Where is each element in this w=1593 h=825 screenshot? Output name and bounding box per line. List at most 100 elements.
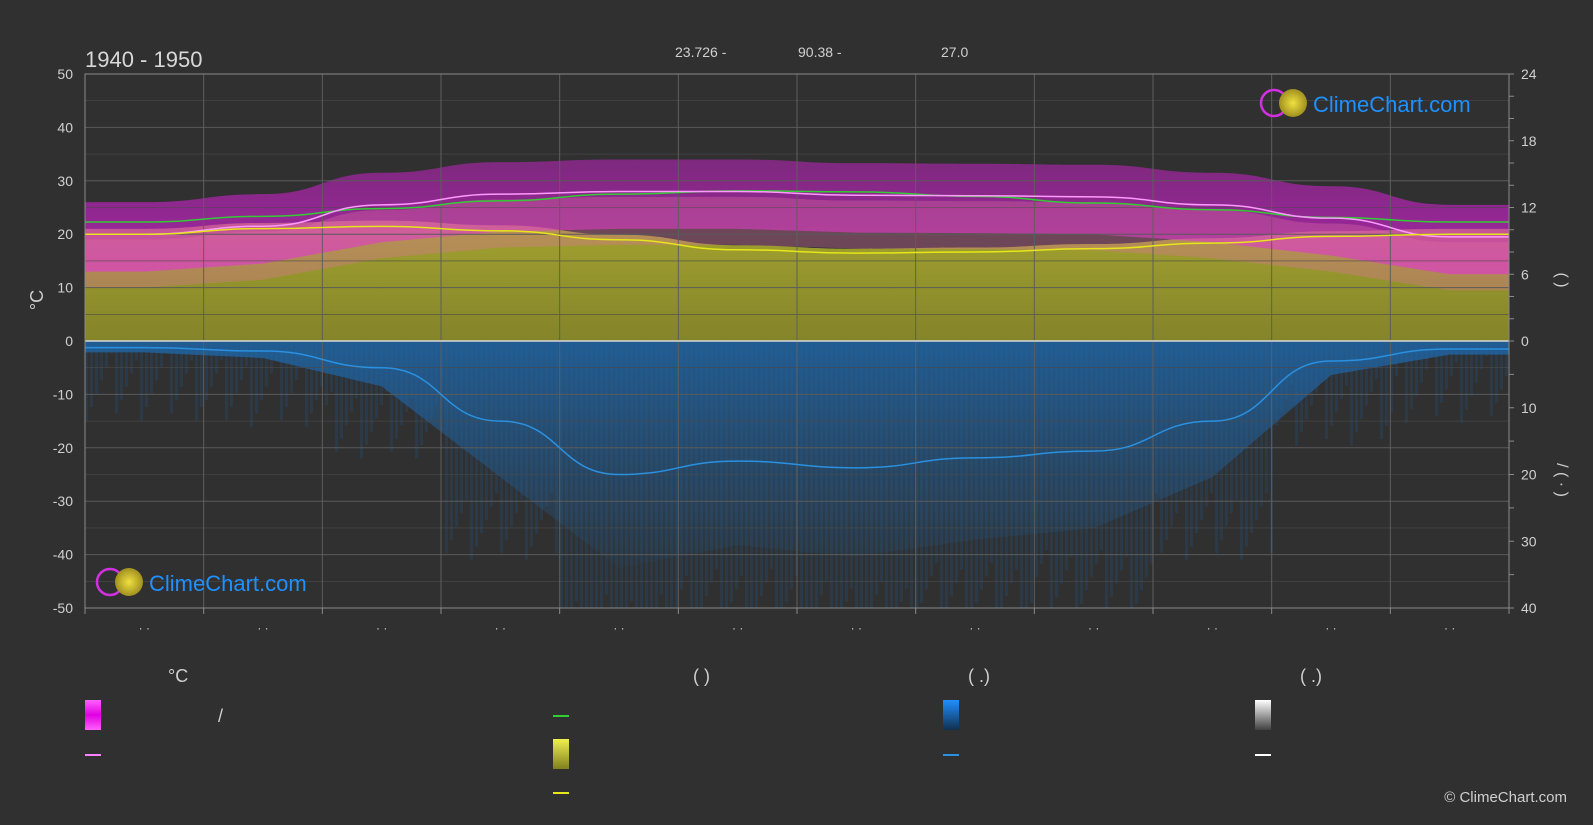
precip-stripe [1230, 341, 1233, 514]
precip-stripe [420, 341, 423, 446]
precip-stripe [1035, 341, 1038, 577]
precip-stripe [1125, 341, 1128, 557]
precip-stripe [310, 341, 313, 414]
precip-stripe [690, 341, 693, 608]
precip-stripe [1130, 341, 1133, 608]
precip-stripe [205, 341, 208, 401]
precip-stripe [560, 341, 563, 608]
precip-stripe [1505, 341, 1508, 377]
y-right-bottom-tick-label: 20 [1521, 467, 1537, 483]
precip-stripe [550, 341, 553, 494]
y-left-tick-label: 10 [57, 280, 73, 296]
logo-top-right[interactable]: ClimeChart.com [1259, 88, 1471, 118]
precip-stripe [315, 341, 318, 401]
precip-stripe [1390, 341, 1393, 413]
precip-stripe [435, 341, 438, 406]
precip-stripe [1420, 341, 1423, 383]
precip-stripe [1480, 341, 1483, 370]
precip-stripe [235, 341, 238, 394]
precip-stripe [625, 341, 628, 608]
precip-stripe [1370, 341, 1373, 393]
precip-stripe [595, 341, 598, 608]
precip-stripe [1090, 341, 1093, 577]
precip-stripe [270, 341, 273, 374]
y-right-top-tick-label: 0 [1521, 333, 1529, 349]
precip-stripe [1190, 341, 1193, 547]
precip-stripe [325, 341, 328, 406]
y-left-tick-label: -20 [53, 440, 73, 456]
precip-stripe [660, 341, 663, 595]
precip-stripe [1225, 341, 1228, 527]
precip-stripe [1050, 341, 1053, 608]
stat-3: 27.0 [941, 44, 968, 60]
stat-1: 23.726 - [675, 44, 727, 60]
sunshine-line [85, 225, 1509, 254]
precip-stripe [275, 341, 278, 361]
precip-stripe [855, 341, 858, 608]
axes: 50 40 30 20 10 0 -10 -20 -30 -40 -50 24 18 12 6 0 10 20 30… [53, 66, 1537, 635]
series-lines [85, 190, 1509, 476]
logo-text: ClimeChart.com [1313, 92, 1471, 117]
precip-stripe [1285, 341, 1288, 400]
precip-stripe [1465, 341, 1468, 410]
precip-stripe [805, 341, 808, 608]
precip-stripe [1265, 341, 1268, 494]
precip-stripe [1165, 341, 1168, 540]
precip-stripe [995, 341, 998, 608]
precip-stripe [1255, 341, 1258, 520]
precip-stripe [960, 341, 963, 570]
precip-stripe [1080, 341, 1083, 604]
y-left-tick-label: -40 [53, 547, 73, 563]
precip-stripe [800, 341, 803, 608]
precip-stripe [1030, 341, 1033, 603]
precip-stripe [510, 341, 513, 527]
precip-stripe [135, 341, 138, 361]
x-tick-label: · · [969, 621, 980, 635]
precip-stripe [125, 341, 128, 388]
precip-stripe [920, 341, 923, 603]
precip-stripe [1045, 341, 1048, 551]
precip-stripe [620, 341, 623, 608]
precip-stripe [490, 341, 493, 507]
copyright: © ClimeChart.com [1444, 789, 1567, 806]
precip-stripe [200, 341, 203, 408]
y-right-top-tick-label: 12 [1521, 200, 1537, 216]
precip-stripe [150, 341, 153, 394]
precip-stripe [935, 341, 938, 563]
precip-stripe [880, 341, 883, 582]
logo-bottom-left[interactable]: ClimeChart.com [95, 567, 307, 597]
precip-stripe [770, 341, 773, 570]
y-left-tick-label: 20 [57, 226, 73, 242]
precip-stripe [370, 341, 373, 432]
precip-stripe [360, 341, 363, 459]
precip-stripe [305, 341, 308, 427]
precip-stripe [1385, 341, 1388, 426]
precip-stripe [815, 341, 818, 608]
precip-stripe [450, 341, 453, 540]
precip-stripe [1110, 341, 1113, 597]
precip-stripe [1250, 341, 1253, 534]
precip-stripe [245, 341, 248, 367]
stat-2: 90.38 - [798, 44, 842, 60]
precip-stripe [1380, 341, 1383, 440]
precip-stripe [890, 341, 893, 608]
precip-stripe [330, 341, 333, 392]
y-left-tick-label: 30 [57, 173, 73, 189]
precip-stripe [565, 341, 568, 608]
logo-text: ClimeChart.com [149, 571, 307, 596]
max-temp-line [85, 190, 1509, 238]
precip-stripe [630, 341, 633, 602]
precip-stripe [1235, 341, 1238, 500]
precip-stripe [605, 341, 608, 595]
logo-globe-icon [1279, 89, 1307, 117]
precip-stripe [820, 341, 823, 596]
precip-stripe [840, 341, 843, 608]
precip-stripe [380, 341, 383, 406]
precip-stripe [950, 341, 953, 597]
precip-stripe [1240, 341, 1243, 560]
precip-stripe [1310, 341, 1313, 406]
precip-stripe [790, 341, 793, 590]
precip-stripe [1415, 341, 1418, 397]
y-left-tick-label: 50 [57, 66, 73, 82]
